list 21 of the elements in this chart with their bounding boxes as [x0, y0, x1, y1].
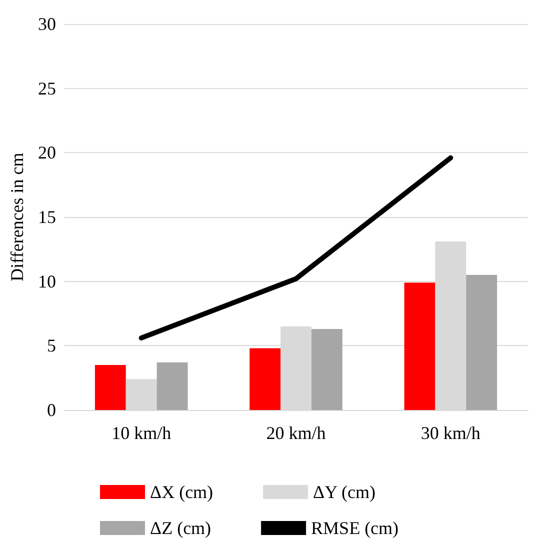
y-tick-label: 30: [38, 14, 56, 34]
bar: [404, 282, 436, 410]
y-tick-label: 25: [38, 78, 56, 98]
y-tick-label: 10: [38, 271, 56, 292]
bar: [156, 362, 188, 410]
x-tick-label: 30 km/h: [420, 423, 480, 443]
bar: [250, 348, 281, 410]
legend-label: ΔX (cm): [150, 482, 214, 502]
bar: [94, 364, 126, 410]
y-tick-label: 0: [47, 400, 56, 420]
y-tick-label: 5: [47, 336, 56, 356]
bar: [466, 274, 498, 410]
y-axis-title: Differences in cm: [7, 152, 27, 282]
legend-label: RMSE (cm): [311, 518, 399, 538]
x-tick-label: 10 km/h: [112, 423, 172, 443]
legend-label: ΔY (cm): [313, 482, 376, 502]
bar: [311, 328, 342, 410]
x-tick-label: 20 km/h: [266, 423, 326, 443]
y-tick-label: 20: [38, 142, 56, 163]
y-tick-label: 15: [38, 207, 56, 227]
legend-label: ΔZ (cm): [150, 518, 212, 538]
